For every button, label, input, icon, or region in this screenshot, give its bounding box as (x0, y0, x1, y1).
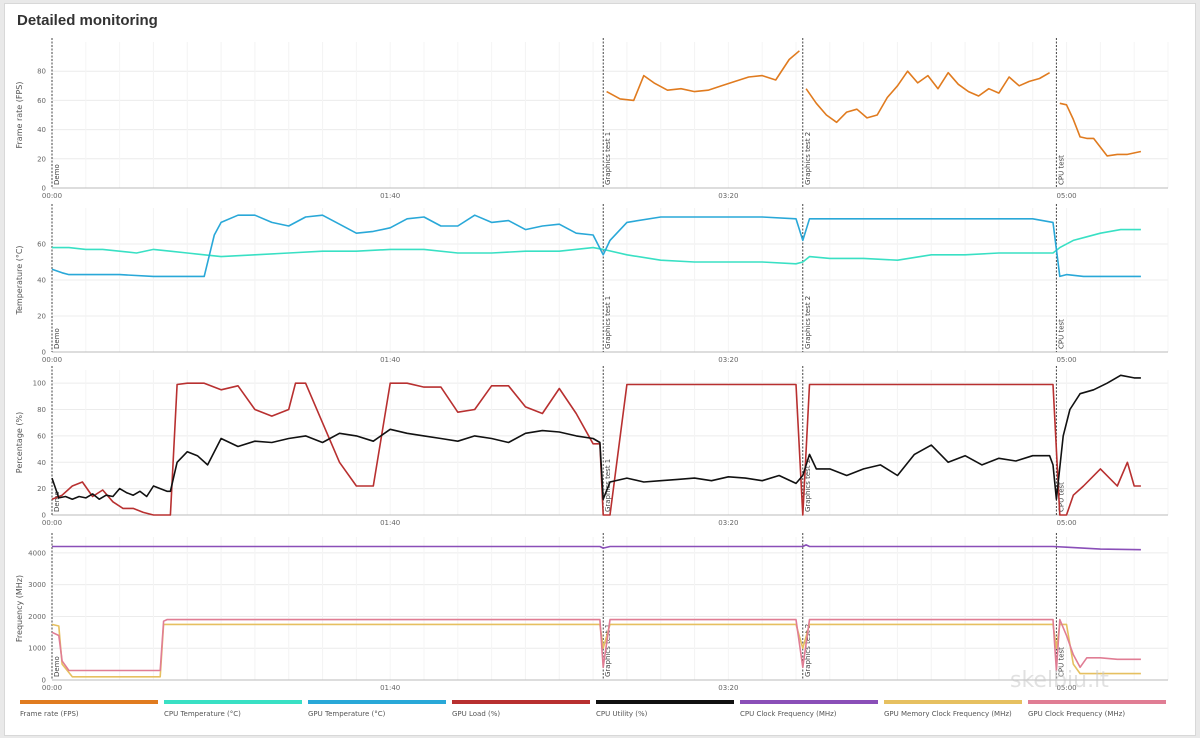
y-axis-label: Frame rate (FPS) (15, 81, 24, 148)
monitoring-panel: Detailed monitoring (4, 3, 1196, 736)
series-line (52, 544, 1141, 551)
y-tick-label: 100 (33, 380, 46, 388)
charts-area: 0 20 40 60 80 00:00 01:40 03:20 05:00 Frame rate … (15, 38, 1169, 692)
y-tick-label: 60 (37, 432, 46, 440)
x-tick-label: 05:00 (1056, 684, 1076, 692)
x-tick-label: 03:20 (718, 192, 738, 200)
series-line (51, 374, 1141, 501)
legend-label: CPU Clock Frequency (MHz) (740, 710, 837, 718)
legend-swatch (164, 700, 302, 704)
series-line (51, 382, 1141, 516)
x-tick-label: 00:00 (42, 519, 62, 527)
y-axis-label: Percentage (%) (15, 412, 24, 473)
x-tick-label: 03:20 (718, 356, 738, 364)
x-tick-label: 01:40 (380, 519, 400, 527)
series-line (1059, 102, 1142, 157)
x-tick-label: 00:00 (42, 684, 62, 692)
legend-item-gpu-clock[interactable]: GPU Clock Frequency (MHz) (1028, 700, 1166, 718)
legend-label: Frame rate (FPS) (20, 710, 79, 718)
legend-swatch (308, 700, 446, 704)
y-tick-label: 80 (37, 406, 46, 414)
y-tick-label: 20 (37, 485, 46, 493)
y-tick-label: 40 (37, 126, 46, 134)
legend-swatch (20, 700, 158, 704)
legend-item-frame-rate[interactable]: Frame rate (FPS) (20, 700, 158, 718)
test-marker-label: Demo (53, 328, 61, 349)
test-marker-label: CPU test (1057, 647, 1065, 677)
y-tick-label: 0 (42, 512, 46, 520)
y-tick-label: 40 (37, 277, 46, 285)
test-marker-label: Graphics test 1 (604, 132, 612, 185)
series-line (606, 50, 800, 102)
test-marker-label: Graphics test 2 (804, 624, 812, 677)
test-marker-label: Graphics test 1 (604, 624, 612, 677)
x-tick-label: 01:40 (380, 356, 400, 364)
test-marker-label: Demo (53, 164, 61, 185)
legend-label: GPU Clock Frequency (MHz) (1028, 710, 1126, 718)
x-tick-label: 00:00 (42, 192, 62, 200)
series-line (52, 228, 1141, 265)
legend-item-cpu-temperature[interactable]: CPU Temperature (°C) (164, 700, 302, 718)
legend-swatch (452, 700, 590, 704)
legend-item-gpu-temperature[interactable]: GPU Temperature (°C) (308, 700, 446, 718)
legend: Frame rate (FPS) CPU Temperature (°C) GP… (20, 700, 1180, 730)
x-tick-label: 05:00 (1056, 519, 1076, 527)
legend-item-cpu-clock[interactable]: CPU Clock Frequency (MHz) (740, 700, 878, 718)
y-tick-label: 80 (37, 68, 46, 76)
legend-item-gpu-load[interactable]: GPU Load (%) (452, 700, 590, 718)
legend-swatch (596, 700, 734, 704)
y-axis-label: Frequency (MHz) (15, 575, 24, 642)
y-tick-label: 4000 (28, 549, 46, 557)
x-tick-label: 01:40 (380, 684, 400, 692)
watermark: skelbiu.lt (1010, 668, 1109, 693)
y-tick-label: 3000 (28, 581, 46, 589)
page-title: Detailed monitoring (17, 12, 158, 29)
x-tick-label: 05:00 (1056, 356, 1076, 364)
y-tick-label: 2000 (28, 613, 46, 621)
test-marker-label: Demo (53, 491, 61, 512)
series-line (805, 70, 1050, 124)
y-tick-label: 60 (37, 97, 46, 105)
test-marker-label: CPU test (1057, 482, 1065, 512)
y-tick-label: 60 (37, 241, 46, 249)
test-marker-label: CPU test (1057, 155, 1065, 185)
test-marker-label: Graphics test 2 (804, 296, 812, 349)
y-tick-label: 0 (42, 349, 46, 357)
legend-swatch (1028, 700, 1166, 704)
test-marker-label: Graphics test 2 (804, 459, 812, 512)
x-tick-label: 01:40 (380, 192, 400, 200)
test-marker-label: CPU test (1057, 319, 1065, 349)
x-tick-label: 03:20 (718, 684, 738, 692)
series-line (51, 214, 1141, 278)
legend-label: GPU Memory Clock Frequency (MHz) (884, 710, 1012, 718)
series-line (51, 618, 1141, 672)
y-axis-label: Temperature (°C) (15, 245, 24, 315)
legend-label: GPU Temperature (°C) (308, 710, 386, 718)
legend-label: GPU Load (%) (452, 710, 501, 718)
y-tick-label: 40 (37, 459, 46, 467)
y-tick-label: 0 (42, 185, 46, 193)
legend-item-gpu-memory-clock[interactable]: GPU Memory Clock Frequency (MHz) (884, 700, 1022, 718)
legend-label: CPU Utility (%) (596, 710, 648, 718)
legend-swatch (884, 700, 1022, 704)
series-line (51, 623, 1141, 678)
legend-label: CPU Temperature (°C) (164, 710, 241, 718)
test-marker-label: Graphics test 1 (604, 296, 612, 349)
x-tick-label: 00:00 (42, 356, 62, 364)
legend-item-cpu-utility[interactable]: CPU Utility (%) (596, 700, 734, 718)
x-tick-label: 05:00 (1056, 192, 1076, 200)
y-tick-label: 20 (37, 155, 46, 163)
y-tick-label: 0 (42, 677, 46, 685)
y-tick-label: 20 (37, 313, 46, 321)
test-marker-label: Demo (53, 656, 61, 677)
y-tick-label: 1000 (28, 645, 46, 653)
legend-swatch (740, 700, 878, 704)
x-tick-label: 03:20 (718, 519, 738, 527)
test-marker-label: Graphics test 2 (804, 132, 812, 185)
